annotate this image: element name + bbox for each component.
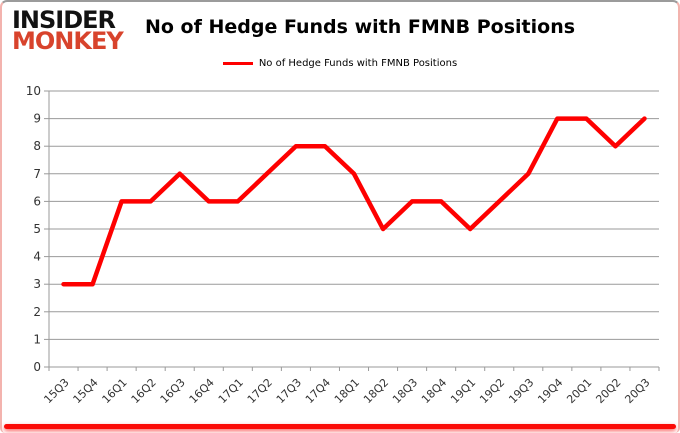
svg-text:18Q3: 18Q3 (390, 376, 420, 406)
chart-title: No of Hedge Funds with FMNB Positions (144, 16, 576, 38)
svg-text:17Q3: 17Q3 (274, 376, 304, 406)
legend-line-swatch (222, 62, 253, 65)
svg-text:6: 6 (33, 194, 41, 208)
x-tick-labels: 15Q315Q416Q116Q216Q316Q417Q117Q217Q317Q4… (41, 376, 652, 406)
insider-monkey-logo: INSIDER MONKEY (12, 6, 124, 56)
card-bottom-accent (4, 424, 676, 429)
svg-text:3: 3 (33, 277, 41, 291)
svg-text:7: 7 (33, 167, 41, 181)
svg-text:18Q2: 18Q2 (361, 376, 391, 406)
svg-text:19Q2: 19Q2 (477, 376, 507, 406)
svg-text:19Q4: 19Q4 (535, 376, 565, 406)
svg-text:15Q4: 15Q4 (71, 376, 101, 406)
svg-text:9: 9 (33, 112, 41, 126)
y-gridlines (49, 90, 659, 340)
svg-text:17Q2: 17Q2 (245, 376, 275, 406)
svg-text:4: 4 (33, 250, 41, 264)
svg-text:16Q3: 16Q3 (158, 376, 188, 406)
chart-legend: No of Hedge Funds with FMNB Positions (2, 58, 678, 69)
svg-text:19Q1: 19Q1 (448, 376, 478, 406)
svg-text:20Q2: 20Q2 (593, 376, 623, 406)
svg-text:0: 0 (33, 360, 41, 374)
svg-text:18Q1: 18Q1 (332, 376, 362, 406)
svg-text:1: 1 (33, 332, 41, 346)
legend-label: No of Hedge Funds with FMNB Positions (258, 58, 458, 69)
svg-text:10: 10 (26, 84, 41, 98)
y-tick-labels: 0 1 2 3 4 5 6 7 8 9 10 (26, 84, 41, 374)
svg-text:18Q4: 18Q4 (419, 376, 449, 406)
svg-text:20Q3: 20Q3 (622, 376, 652, 406)
svg-text:2: 2 (33, 305, 41, 319)
svg-text:20Q1: 20Q1 (564, 376, 594, 406)
svg-text:15Q3: 15Q3 (41, 376, 71, 406)
logo-text-insider: INSIDER (12, 6, 116, 34)
svg-text:16Q2: 16Q2 (129, 376, 159, 406)
svg-text:16Q1: 16Q1 (100, 376, 130, 406)
logo-text-monkey: MONKEY (12, 27, 124, 56)
svg-text:16Q4: 16Q4 (187, 376, 217, 406)
svg-text:17Q1: 17Q1 (216, 376, 246, 406)
series-line (61, 116, 647, 287)
svg-text:19Q3: 19Q3 (506, 376, 536, 406)
axis-ticks (44, 90, 660, 371)
svg-text:5: 5 (33, 222, 41, 236)
svg-text:8: 8 (33, 139, 41, 153)
svg-text:17Q4: 17Q4 (303, 376, 333, 406)
